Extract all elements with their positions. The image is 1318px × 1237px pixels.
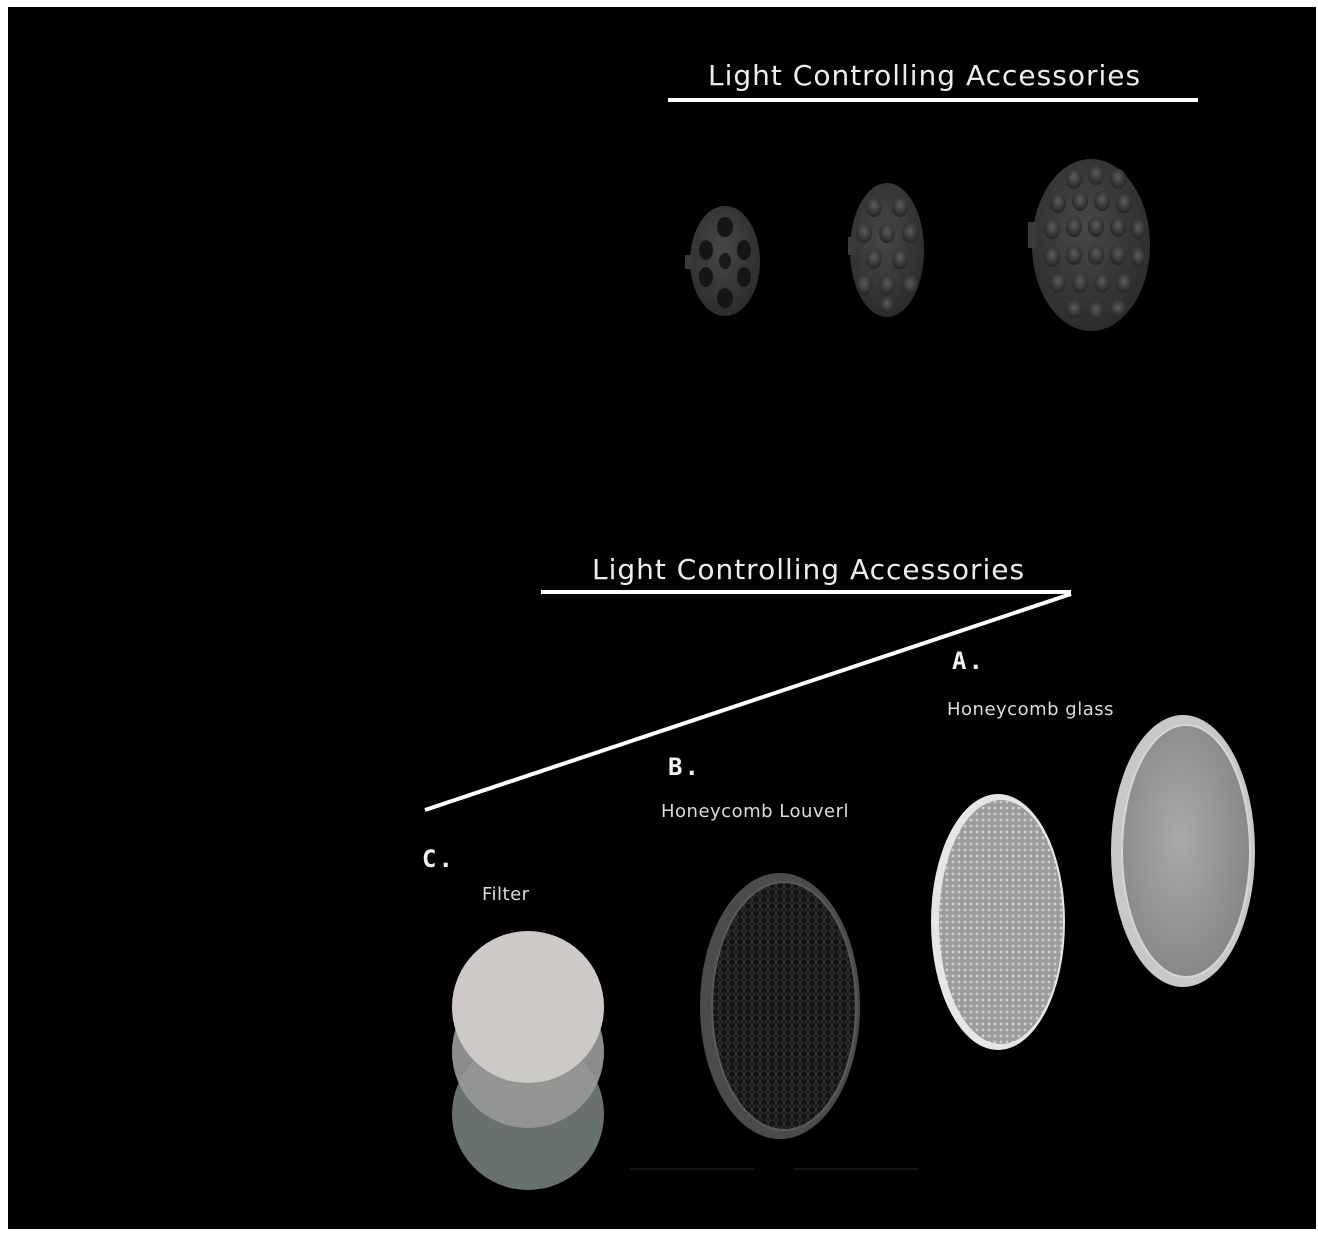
label-b-caption: Honeycomb Louverl (661, 801, 850, 822)
diagonal-line (424, 592, 1072, 812)
filter-discs-icon (452, 931, 604, 1190)
label-a-letter: A. (952, 647, 985, 675)
product-illustrations (424, 159, 1255, 1190)
bottom-heading: Light Controlling Accessories (592, 553, 1026, 586)
honeycomb-glass-plate-icon (1111, 715, 1255, 987)
product-panel: Light Controlling Accessories (8, 7, 1316, 1229)
lens-large-icon (1028, 159, 1150, 331)
label-c-caption: Filter (482, 884, 530, 905)
label-a-caption: Honeycomb glass (947, 699, 1114, 720)
lens-medium-icon (848, 183, 924, 317)
bottom-heading-underline (541, 590, 1071, 594)
honeycomb-glass-mesh-icon (931, 794, 1065, 1050)
top-heading-underline (668, 98, 1198, 102)
label-c-letter: C. (422, 845, 455, 873)
label-b-letter: B. (668, 753, 701, 781)
top-heading: Light Controlling Accessories (708, 59, 1142, 92)
lens-small-icon (685, 206, 760, 316)
honeycomb-louver-icon (700, 873, 860, 1139)
